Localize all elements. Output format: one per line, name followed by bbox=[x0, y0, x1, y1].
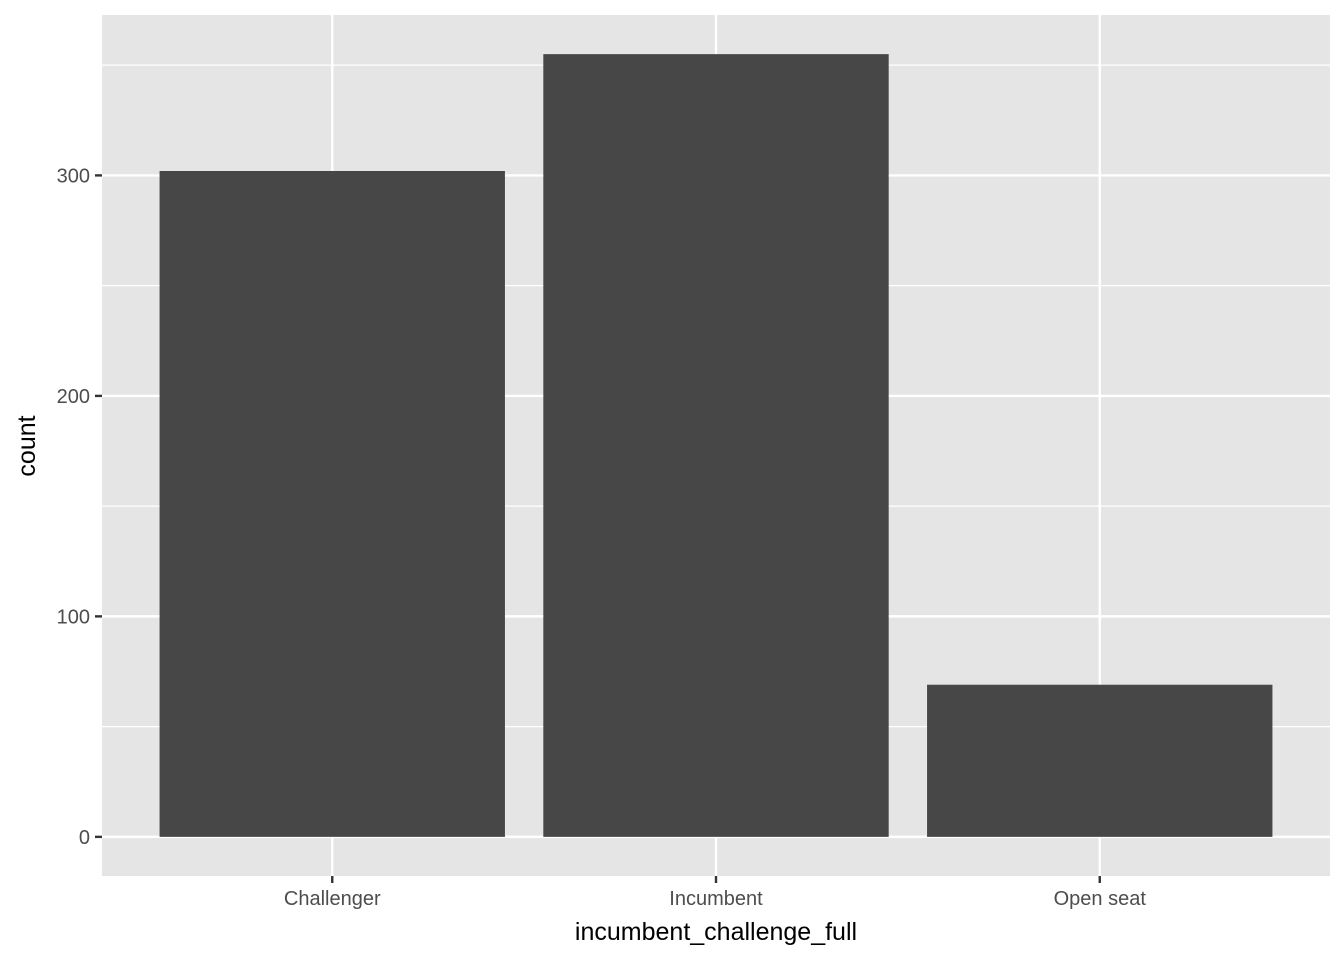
y-tick-label: 100 bbox=[57, 606, 90, 628]
x-tick-label: Challenger bbox=[284, 888, 381, 910]
bar bbox=[543, 54, 889, 837]
x-tick-label: Open seat bbox=[1054, 888, 1147, 910]
y-axis: 0 100 200 300 bbox=[57, 165, 102, 849]
y-axis-title: count bbox=[13, 415, 41, 476]
bars bbox=[159, 54, 1273, 837]
x-tick-label: Incumbent bbox=[669, 888, 763, 910]
y-tick-label: 300 bbox=[57, 165, 90, 187]
y-tick-label: 200 bbox=[57, 386, 90, 408]
bar bbox=[927, 684, 1273, 837]
x-axis: Challenger Incumbent Open seat bbox=[284, 876, 1146, 910]
bar bbox=[159, 170, 505, 837]
y-tick-label: 0 bbox=[79, 827, 90, 849]
x-axis-title: incumbent_challenge_full bbox=[575, 918, 857, 946]
